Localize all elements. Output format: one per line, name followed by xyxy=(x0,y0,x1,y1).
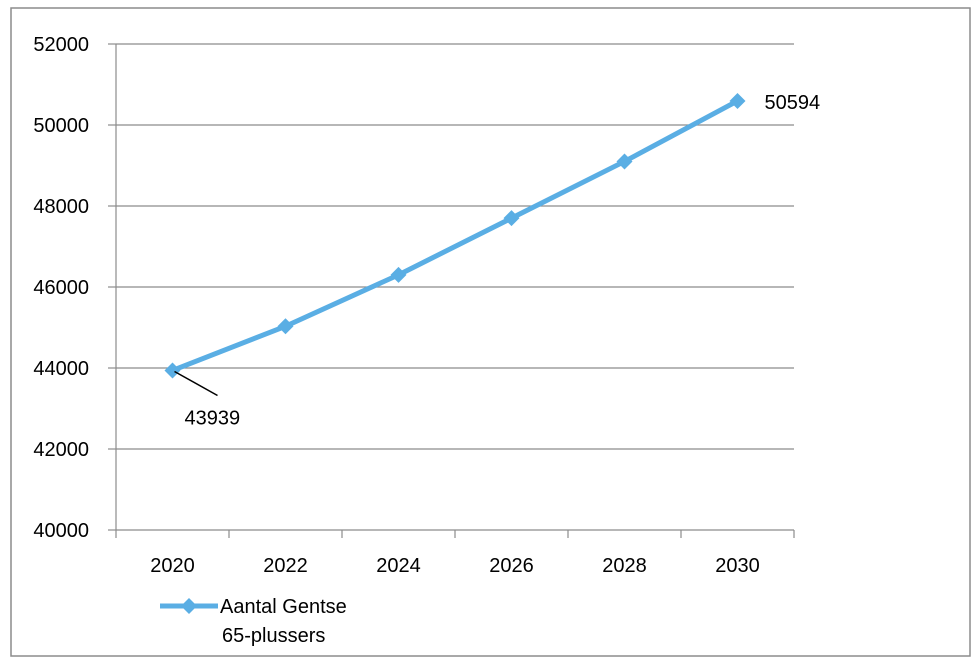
data-label: 50594 xyxy=(765,92,821,114)
x-tick-label: 2026 xyxy=(489,555,534,577)
legend-label: 65-plussers xyxy=(222,625,325,647)
x-tick-label: 2024 xyxy=(376,555,421,577)
y-axis-tick-labels: 40000 42000 44000 46000 48000 50000 52000 xyxy=(33,34,89,542)
x-tick-label: 2022 xyxy=(263,555,308,577)
data-point-2022 xyxy=(277,318,294,335)
chart-border xyxy=(10,7,971,657)
axes xyxy=(108,43,795,538)
data-point-2020 xyxy=(164,362,181,379)
legend-marker xyxy=(181,598,197,614)
data-labels: 43939 50594 xyxy=(174,92,821,429)
data-point-2030 xyxy=(729,92,746,109)
data-point-2028 xyxy=(616,153,633,170)
legend-label: Aantal Gentse xyxy=(220,596,347,618)
x-tick-label: 2028 xyxy=(602,555,647,577)
data-label-leader-line xyxy=(174,370,218,397)
x-tick-label: 2030 xyxy=(715,555,760,577)
y-tick-label: 52000 xyxy=(33,34,89,56)
y-tick-label: 50000 xyxy=(33,115,89,137)
gridlines xyxy=(116,43,794,450)
data-label: 43939 xyxy=(185,407,241,429)
y-tick-label: 40000 xyxy=(33,520,89,542)
series-line-0 xyxy=(170,98,740,373)
data-point-2026 xyxy=(503,210,520,227)
x-axis-tick-labels: 2020 2022 2024 2026 2028 2030 xyxy=(150,555,760,577)
y-tick-label: 46000 xyxy=(33,277,89,299)
x-tick-label: 2020 xyxy=(150,555,195,577)
y-tick-label: 48000 xyxy=(33,196,89,218)
series-line xyxy=(170,98,740,373)
legend: Aantal Gentse 65-plussers xyxy=(160,596,347,647)
y-tick-label: 44000 xyxy=(33,358,89,380)
y-tick-label: 42000 xyxy=(33,439,89,461)
series-markers xyxy=(164,92,746,379)
data-point-2024 xyxy=(390,266,407,283)
